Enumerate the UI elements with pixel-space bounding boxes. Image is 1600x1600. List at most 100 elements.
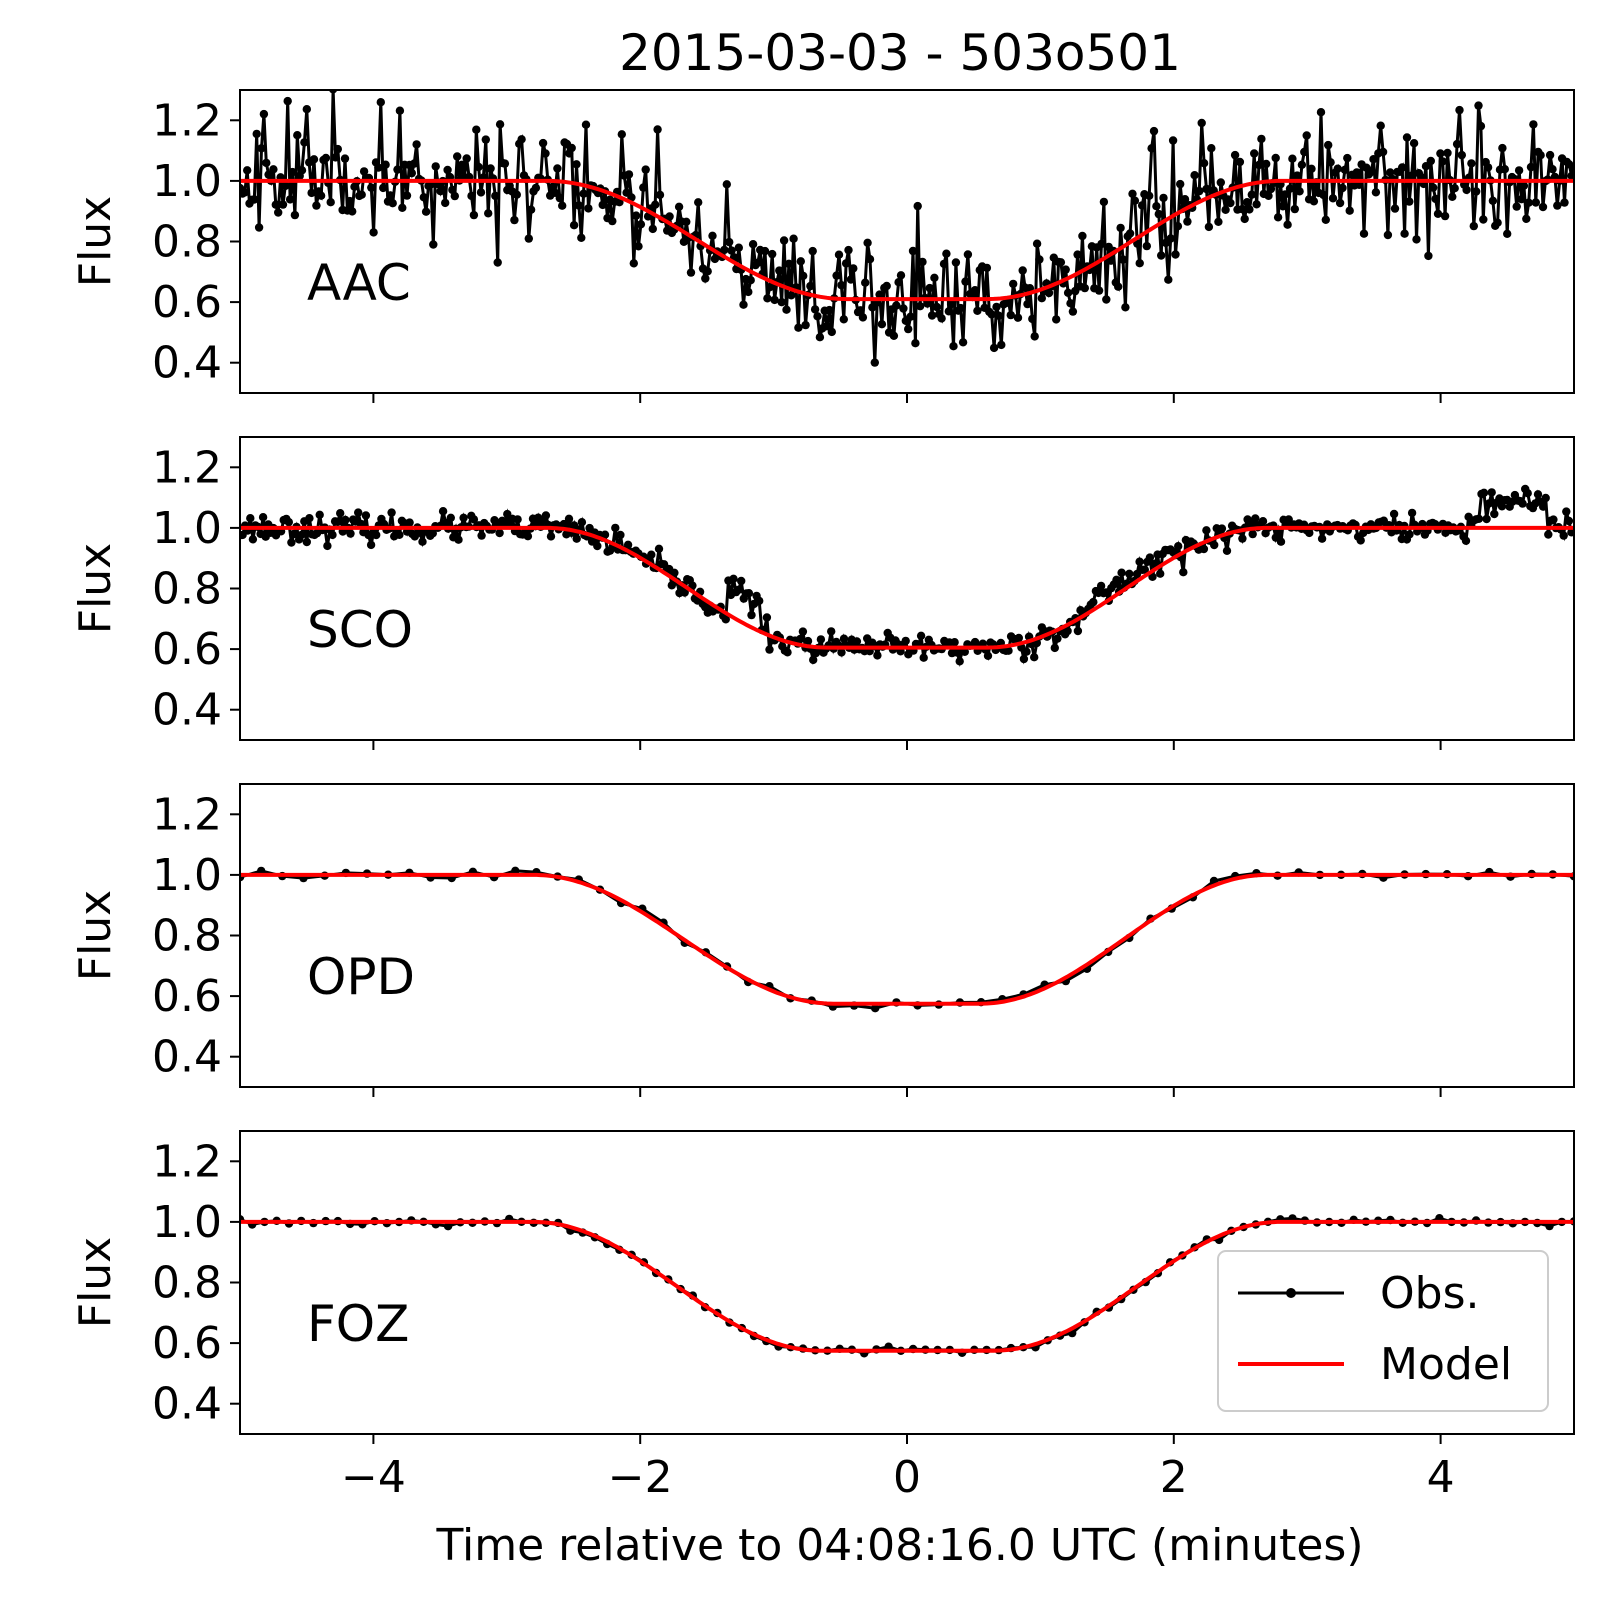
obs-point [1174,542,1183,551]
obs-point [1376,121,1385,130]
obs-point [1457,150,1467,160]
obs-point [925,283,934,293]
obs-point [1386,168,1395,177]
obs-point [454,535,463,544]
obs-point [1429,183,1438,192]
obs-point [682,217,691,226]
obs-point [856,306,865,315]
obs-line-sco [240,484,1574,668]
obs-point [1569,164,1574,174]
obs-point [803,636,813,646]
obs-point [1522,214,1531,223]
obs-point [923,299,932,308]
obs-point [1230,150,1240,160]
obs-point [1539,502,1548,511]
obs-point [822,322,832,331]
obs-point [1114,282,1123,291]
obs-point [572,160,581,169]
obs-point [1343,153,1352,163]
obs-point [942,249,951,258]
obs-point [1009,279,1018,289]
obs-point [1409,139,1419,148]
obs-point [421,207,431,216]
obs-point [513,515,522,524]
obs-point [558,201,567,210]
obs-point [777,298,786,307]
obs-point [331,153,340,162]
obs-point [289,529,299,539]
obs-point [419,193,428,202]
obs-point [686,268,696,277]
obs-point [765,283,774,292]
obs-point [523,532,533,541]
obs-point [734,585,743,594]
obs-point [1567,171,1574,181]
obs-point [722,180,731,189]
obs-point [1545,150,1555,160]
obs-point [634,242,643,251]
obs-point [1240,214,1249,224]
obs-point [1407,171,1416,180]
obs-point [1235,157,1245,167]
obs-point [875,290,884,299]
obs-point [617,130,626,139]
y-tick-label: 1.0 [152,503,222,554]
obs-point [901,636,910,646]
obs-point [834,250,844,259]
obs-point [484,209,493,218]
obs-point [326,198,335,207]
obs-point [623,540,633,549]
obs-point [1273,213,1283,222]
obs-point [1135,259,1144,268]
obs-point [1281,190,1290,199]
y-tick-label: 1.2 [152,1136,222,1187]
obs-point [1032,239,1042,248]
obs-point [648,224,657,234]
obs-point [340,154,350,163]
legend-frame [1217,1250,1549,1412]
y-tick-label: 1.2 [152,442,222,493]
obs-point [680,588,689,597]
obs-point [467,191,476,201]
obs-point [1096,581,1106,591]
obs-point [737,576,746,586]
obs-point [531,183,541,193]
obs-point [1056,258,1066,267]
y-tick-label: 1.2 [152,95,222,146]
obs-point [431,162,440,171]
obs-point [476,188,486,197]
obs-point [553,164,562,173]
obs-point [1518,499,1527,508]
obs-point [1180,195,1190,204]
obs-point [1483,163,1493,172]
obs-point [1469,221,1479,231]
obs-point [559,519,569,529]
obs-point [983,651,993,660]
obs-point [1116,223,1125,233]
obs-point [1199,544,1209,554]
axes-frame-sco [239,436,1575,741]
obs-point [387,508,396,517]
obs-point [919,653,928,662]
obs-point [783,648,792,657]
obs-point [1333,164,1342,173]
obs-point [297,530,306,539]
chart-title: 2015-03-03 - 503o501 [619,24,1181,82]
obs-point [1251,514,1260,523]
y-tick-label: 1.0 [152,850,222,901]
obs-point [1474,101,1483,110]
obs-point [517,135,526,144]
obs-series-aac [240,90,1574,367]
obs-point [775,266,784,275]
obs-point [746,276,755,285]
obs-point [1190,171,1199,180]
obs-point [357,190,366,199]
obs-point [1407,508,1417,518]
obs-point [598,200,607,210]
obs-point [1517,195,1526,204]
obs-point [1179,568,1188,577]
obs-point [1254,160,1264,170]
obs-point [1302,131,1311,140]
obs-point [418,537,427,546]
obs-point [453,152,462,161]
